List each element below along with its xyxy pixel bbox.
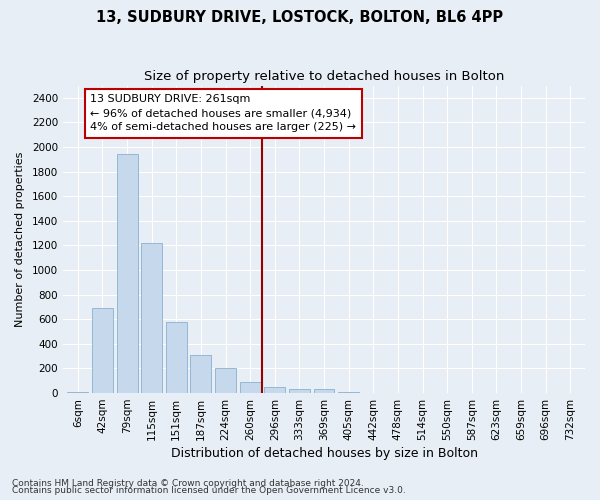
Bar	[190, 355, 211, 393]
Text: 13, SUDBURY DRIVE, LOSTOCK, BOLTON, BL6 4PP: 13, SUDBURY DRIVE, LOSTOCK, BOLTON, BL6 …	[97, 10, 503, 25]
Bar	[166, 322, 187, 393]
Bar	[240, 382, 260, 393]
Bar	[265, 387, 285, 393]
Bar	[314, 390, 334, 393]
Text: 13 SUDBURY DRIVE: 261sqm
← 96% of detached houses are smaller (4,934)
4% of semi: 13 SUDBURY DRIVE: 261sqm ← 96% of detach…	[90, 94, 356, 132]
Bar	[116, 154, 137, 393]
Y-axis label: Number of detached properties: Number of detached properties	[15, 152, 25, 327]
Text: Contains HM Land Registry data © Crown copyright and database right 2024.: Contains HM Land Registry data © Crown c…	[12, 478, 364, 488]
Text: Contains public sector information licensed under the Open Government Licence v3: Contains public sector information licen…	[12, 486, 406, 495]
Title: Size of property relative to detached houses in Bolton: Size of property relative to detached ho…	[144, 70, 504, 83]
Bar	[141, 243, 162, 393]
Bar	[338, 392, 359, 393]
Bar	[289, 389, 310, 393]
Bar	[215, 368, 236, 393]
Bar	[67, 392, 88, 393]
X-axis label: Distribution of detached houses by size in Bolton: Distribution of detached houses by size …	[170, 447, 478, 460]
Bar	[92, 308, 113, 393]
